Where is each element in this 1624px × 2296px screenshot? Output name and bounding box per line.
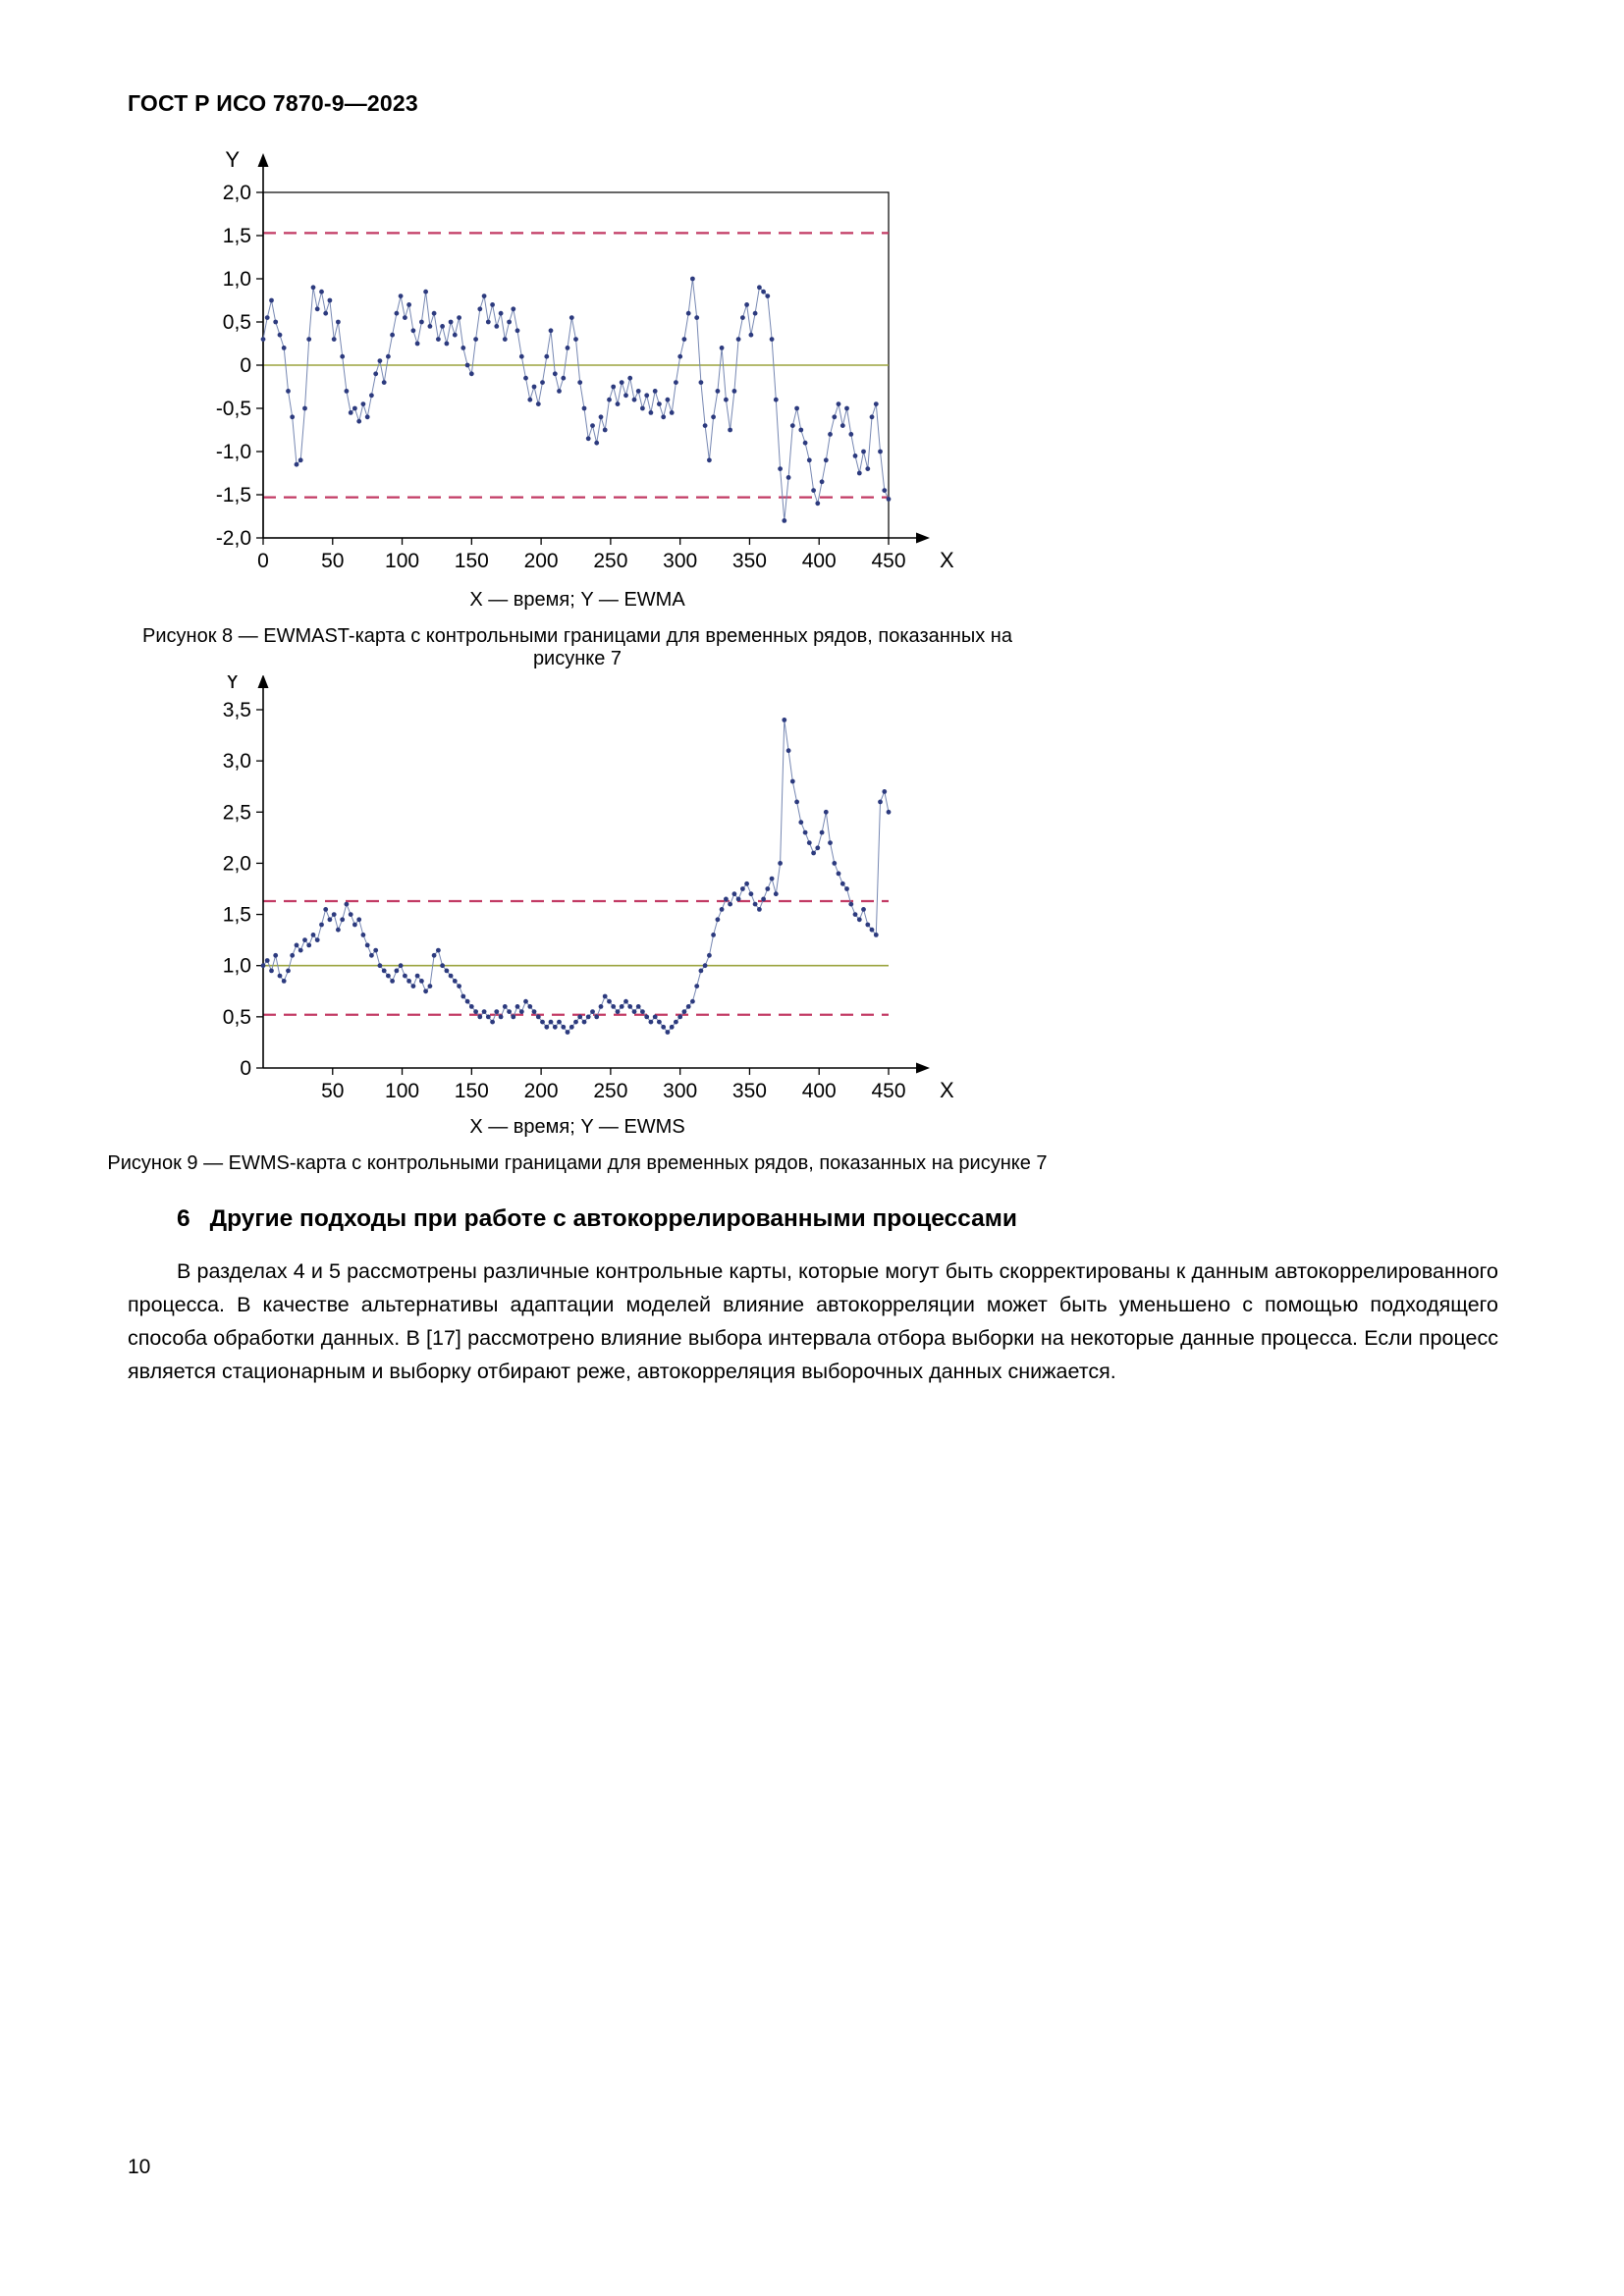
- svg-text:450: 450: [871, 1080, 905, 1102]
- svg-text:1,0: 1,0: [223, 955, 251, 978]
- svg-text:200: 200: [524, 1080, 559, 1102]
- svg-text:350: 350: [732, 1080, 767, 1102]
- figure9-caption: Рисунок 9 — EWMS-карта с контрольными гр…: [107, 1152, 1048, 1174]
- svg-text:2,0: 2,0: [223, 182, 251, 204]
- section-paragraph: В разделах 4 и 5 рассмотрены различные к…: [128, 1259, 1498, 1383]
- svg-text:100: 100: [385, 1080, 419, 1102]
- svg-text:Y: Y: [225, 147, 240, 172]
- section-heading: 6 Другие подходы при работе с автокоррели…: [177, 1205, 1017, 1233]
- figure9-axis-caption: X — время; Y — EWMS: [469, 1116, 685, 1138]
- svg-text:250: 250: [593, 1080, 627, 1102]
- svg-text:50: 50: [321, 550, 344, 572]
- svg-text:X: X: [940, 548, 954, 572]
- svg-text:0,5: 0,5: [223, 311, 251, 334]
- figure8-caption: Рисунок 8 — EWMAST-карта с контрольными …: [142, 625, 1012, 669]
- svg-text:3,0: 3,0: [223, 750, 251, 773]
- svg-text:400: 400: [802, 1080, 837, 1102]
- figure-9: 3,5 3,0 2,5 2,0 1,5 1,0 0,5 0 50 100 150 200 250 300 3…: [180, 675, 1122, 1109]
- svg-text:0: 0: [240, 1057, 251, 1080]
- svg-text:250: 250: [593, 550, 627, 572]
- svg-text:-1,5: -1,5: [216, 484, 251, 507]
- svg-text:1,5: 1,5: [223, 225, 251, 247]
- svg-text:100: 100: [385, 550, 419, 572]
- svg-text:Y: Y: [225, 675, 240, 693]
- svg-text:50: 50: [321, 1080, 344, 1102]
- svg-text:150: 150: [455, 1080, 489, 1102]
- svg-text:1,0: 1,0: [223, 268, 251, 291]
- svg-text:350: 350: [732, 550, 767, 572]
- section-title: Другие подходы при работе с автокоррелир…: [209, 1205, 1017, 1232]
- page-number: 10: [128, 2156, 151, 2178]
- svg-text:200: 200: [524, 550, 559, 572]
- svg-text:-1,0: -1,0: [216, 441, 251, 463]
- svg-text:3,5: 3,5: [223, 699, 251, 721]
- figure-8: 2,0 1,5 1,0 0,5 0 -0,5 -1,0 -1,5 -2,0 0 50 100 150 20…: [180, 147, 1122, 587]
- svg-text:0: 0: [257, 550, 269, 572]
- ewms-control-chart: 3,5 3,0 2,5 2,0 1,5 1,0 0,5 0 50 100 150 200 250 300 3…: [223, 675, 954, 1102]
- svg-text:1,5: 1,5: [223, 904, 251, 927]
- svg-text:X: X: [940, 1078, 954, 1102]
- document-header: ГОСТ Р ИСО 7870-9—2023: [128, 90, 418, 116]
- svg-text:2,5: 2,5: [223, 801, 251, 824]
- svg-text:2,0: 2,0: [223, 852, 251, 875]
- figure8-axis-caption: X — время; Y — EWMA: [469, 589, 685, 611]
- svg-text:0: 0: [240, 354, 251, 377]
- svg-text:400: 400: [802, 550, 837, 572]
- svg-text:150: 150: [455, 550, 489, 572]
- svg-text:-0,5: -0,5: [216, 398, 251, 420]
- svg-text:0,5: 0,5: [223, 1006, 251, 1029]
- svg-text:300: 300: [663, 1080, 697, 1102]
- section-number: 6: [177, 1205, 190, 1232]
- ewmast-control-chart: 2,0 1,5 1,0 0,5 0 -0,5 -1,0 -1,5 -2,0 0 50 100 150 20…: [216, 147, 954, 572]
- svg-text:300: 300: [663, 550, 697, 572]
- svg-text:450: 450: [871, 550, 905, 572]
- svg-text:-2,0: -2,0: [216, 527, 251, 550]
